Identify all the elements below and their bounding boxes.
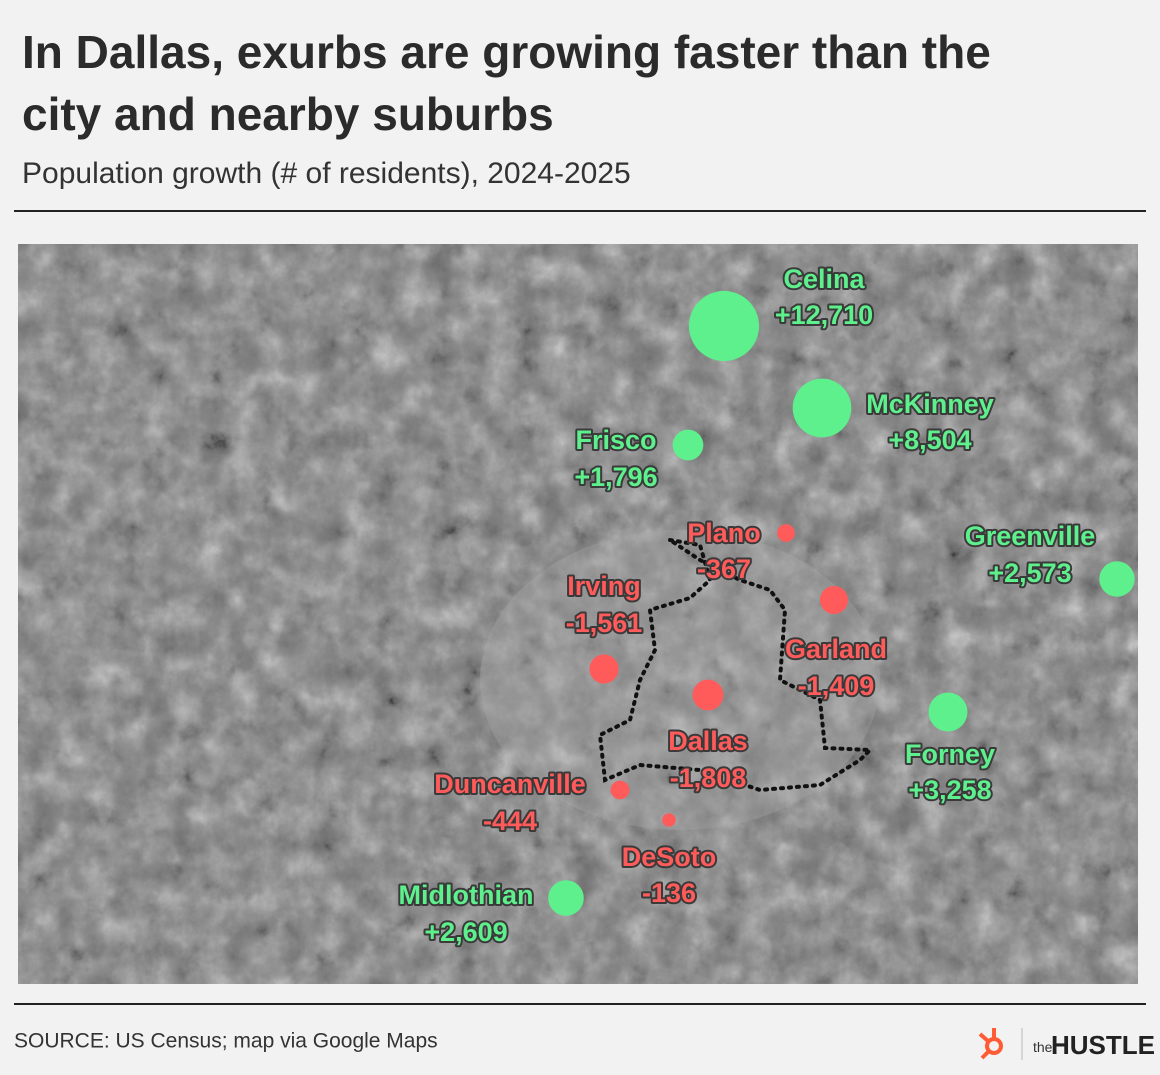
map-texture [18, 244, 1138, 984]
logo-icon [978, 1028, 1023, 1060]
city-name: Celina [783, 264, 865, 294]
cities: Celina +12,710 McKinney +8,504 Frisco +1,796 P… [397, 262, 1135, 949]
bubble [589, 654, 619, 684]
bubble [928, 692, 968, 732]
bubble [777, 524, 795, 542]
source: SOURCE: US Census; map via Google Maps [14, 1030, 438, 1053]
city-name: Dallas [668, 726, 748, 756]
city-name: Garland [785, 634, 887, 664]
city-value: +3,258 [908, 775, 991, 805]
bubble [792, 378, 852, 438]
city-value: -1,561 [566, 608, 643, 638]
bubble [548, 880, 584, 916]
city-value: -136 [642, 878, 696, 908]
bubble [662, 813, 676, 827]
bubble [672, 429, 704, 461]
bubble [819, 585, 849, 615]
city-value: +2,573 [988, 558, 1071, 588]
city-value: +12,710 [775, 300, 873, 330]
subtitle: Population growth (# of residents), 2024… [22, 157, 631, 190]
city-boundary [597, 538, 875, 793]
city-value: -1,808 [670, 763, 747, 793]
city-value: -367 [697, 554, 751, 584]
bubble [692, 679, 724, 711]
map [18, 244, 1138, 984]
city-name: DeSoto [622, 842, 717, 872]
title-line: city and nearby suburbs [22, 88, 554, 140]
city-value: -444 [483, 806, 537, 836]
bubble [1099, 561, 1135, 597]
title-line: In Dallas, exurbs are growing faster tha… [22, 26, 991, 78]
bubble [688, 290, 760, 362]
city-name: Plano [687, 518, 761, 548]
city-name: Forney [905, 739, 995, 769]
city-value: +2,609 [424, 917, 507, 947]
city-value: +8,504 [888, 425, 971, 455]
city-value: +1,796 [574, 462, 657, 492]
city-name: McKinney [866, 389, 994, 419]
city-name: Midlothian [399, 880, 534, 910]
city-name: Duncanville [434, 769, 586, 799]
bubble [610, 780, 630, 800]
city-name: Irving [567, 571, 641, 601]
city-value: -1,409 [798, 671, 875, 701]
logo: HUSTLE [1051, 1030, 1155, 1060]
city-name: Greenville [965, 521, 1096, 551]
logo-small: the [1033, 1039, 1053, 1055]
city-name: Frisco [575, 425, 656, 455]
